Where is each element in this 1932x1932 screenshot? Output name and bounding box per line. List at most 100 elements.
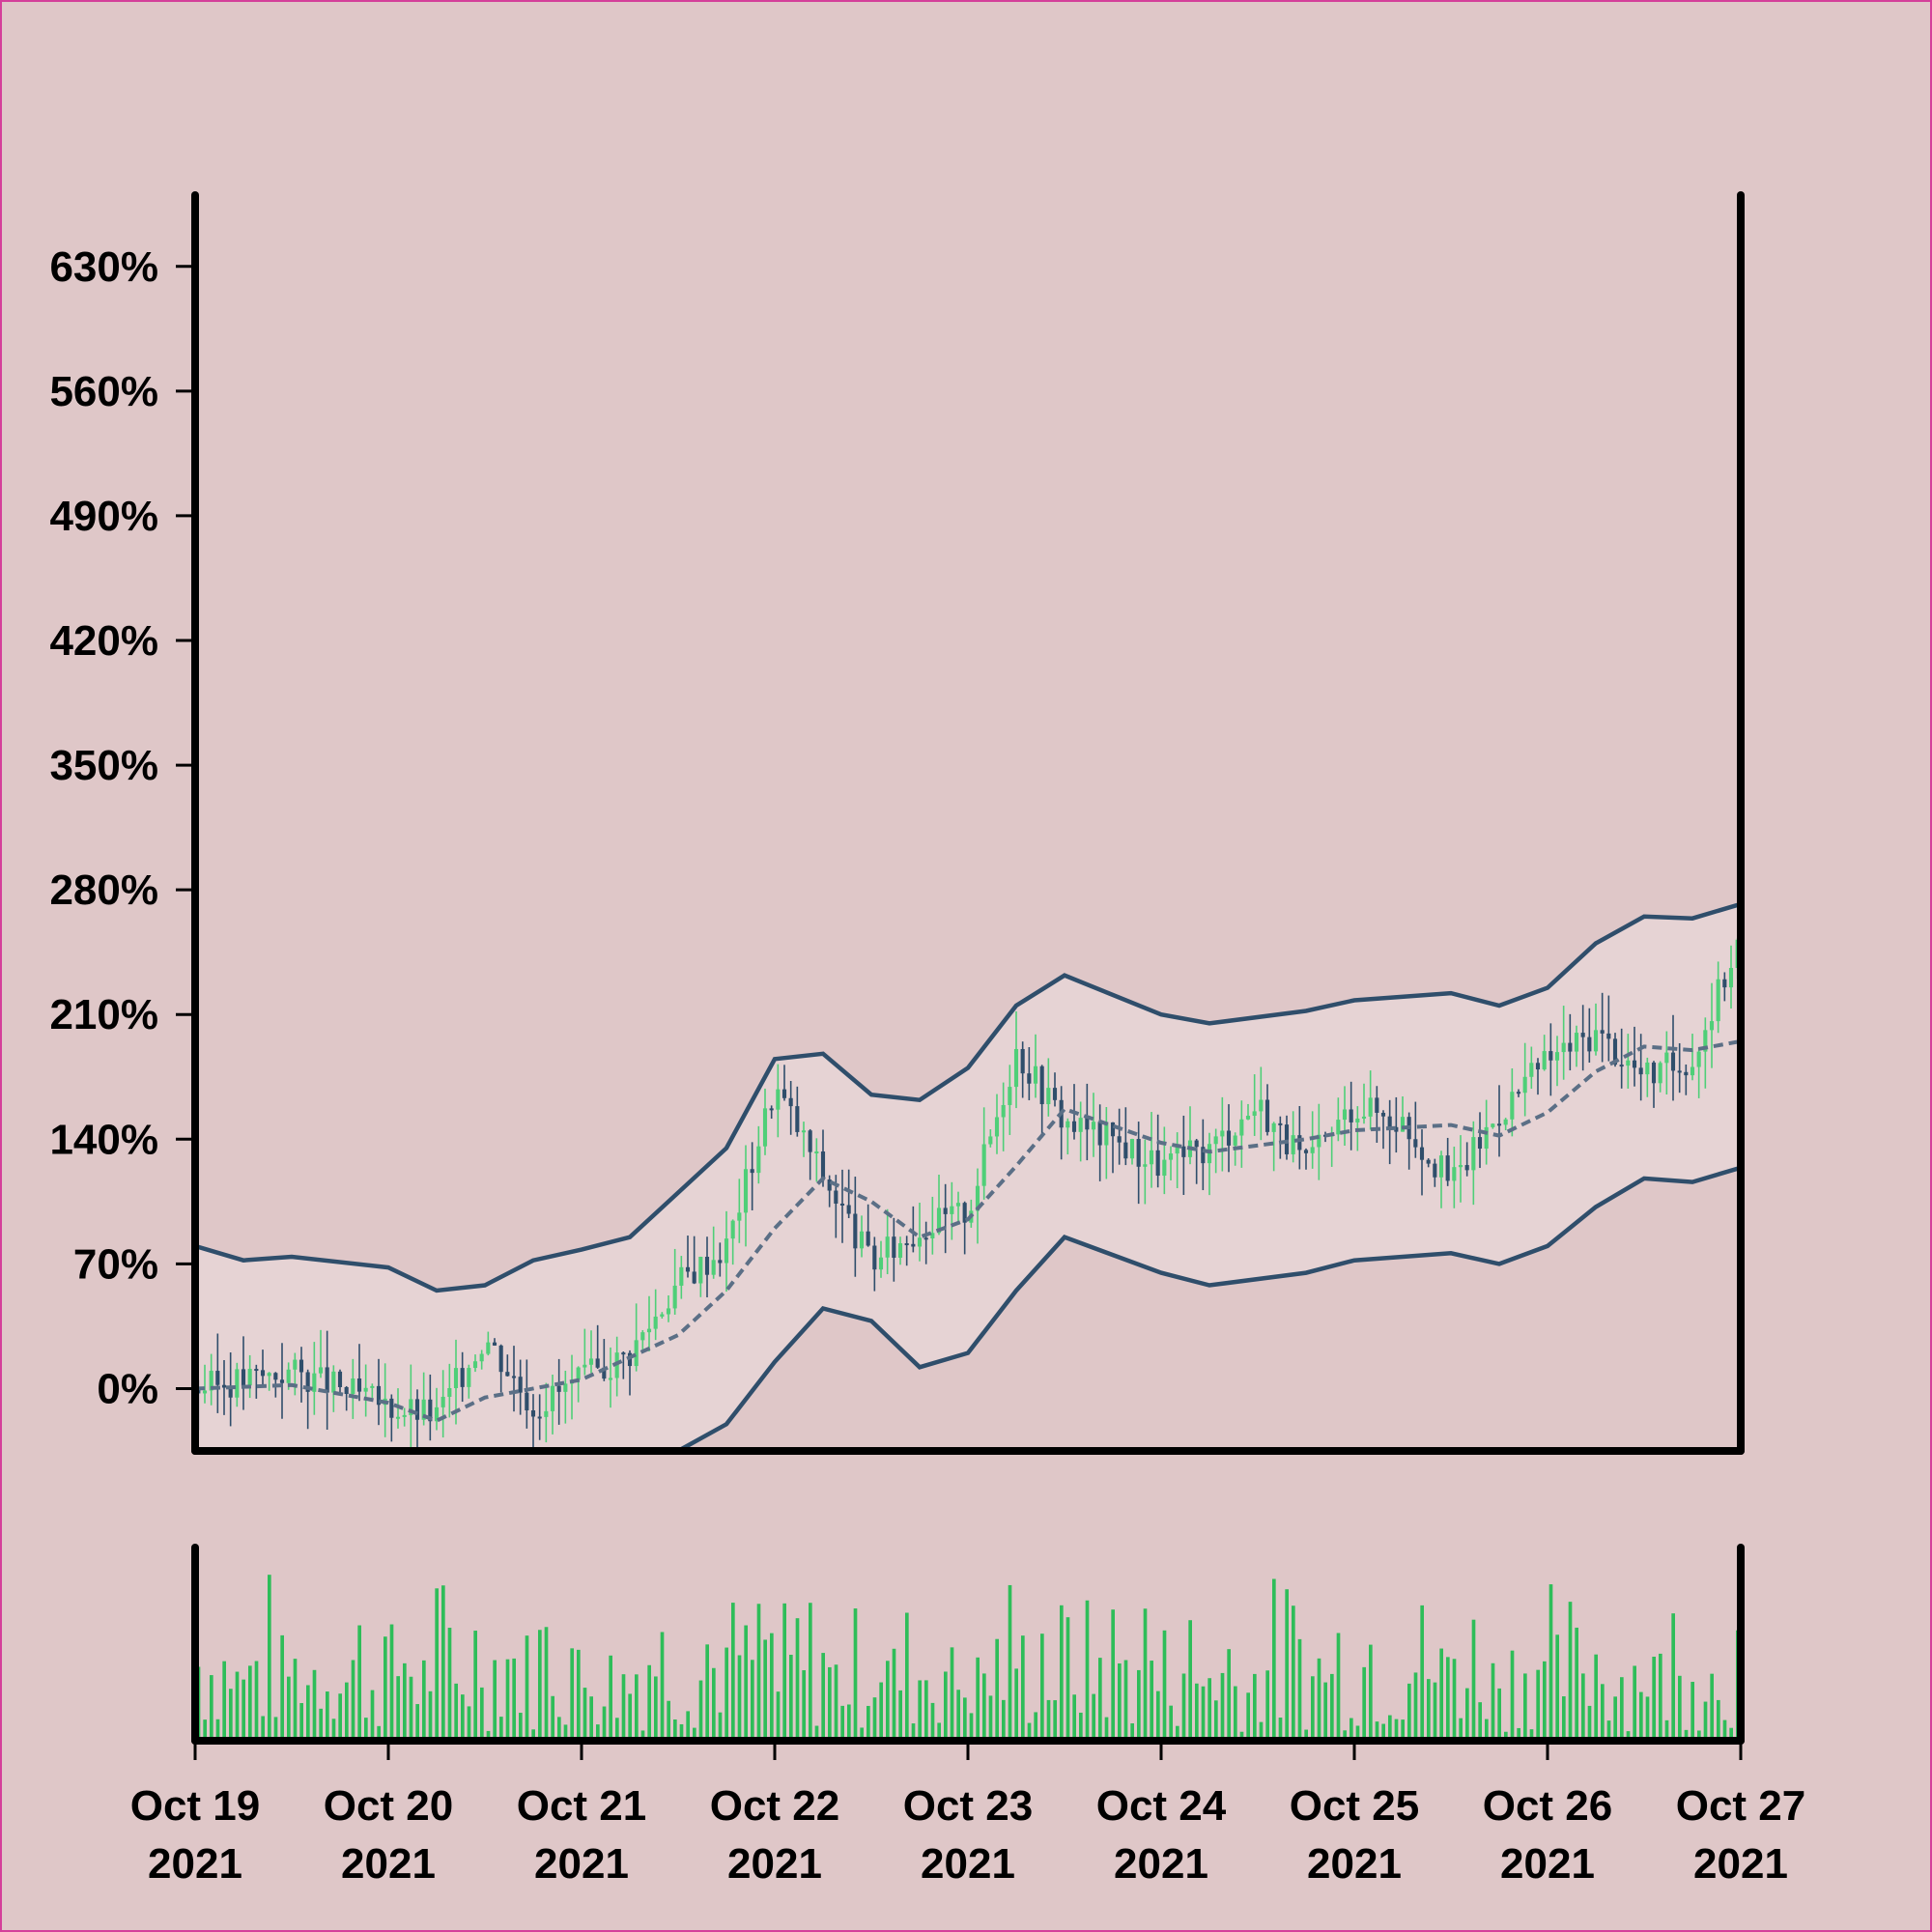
volume-bar xyxy=(235,1671,240,1741)
volume-bar xyxy=(319,1708,323,1741)
candle-up xyxy=(936,1208,942,1234)
candle-up xyxy=(730,1220,735,1239)
candle-up xyxy=(1291,1135,1295,1154)
candle-up xyxy=(588,1358,594,1365)
candle-up xyxy=(743,1169,749,1213)
candle-up xyxy=(897,1243,903,1258)
volume-bar xyxy=(1065,1617,1070,1741)
candle-down xyxy=(1516,1092,1521,1094)
candle-up xyxy=(563,1383,568,1392)
candle-up xyxy=(801,1130,807,1133)
candle-up xyxy=(1491,1123,1495,1127)
candle-up xyxy=(1696,1051,1701,1067)
volume-bar xyxy=(512,1658,516,1741)
candle-up xyxy=(1252,1111,1257,1117)
candle-down xyxy=(1226,1130,1232,1146)
candle-down xyxy=(254,1369,259,1372)
candle-up xyxy=(814,1151,819,1154)
candle-down xyxy=(344,1386,349,1394)
volume-bar xyxy=(1446,1657,1450,1741)
volume-bar xyxy=(763,1639,767,1741)
volume-bar xyxy=(1304,1729,1308,1741)
candle-down xyxy=(872,1245,877,1270)
candle-down xyxy=(260,1370,266,1377)
volume-bar xyxy=(1407,1683,1411,1741)
candle-up xyxy=(467,1368,471,1387)
candle-down xyxy=(1606,1033,1611,1039)
volume-bar xyxy=(415,1704,419,1741)
volume-bar xyxy=(357,1625,361,1741)
candle-up xyxy=(1484,1126,1489,1150)
candle-down xyxy=(1433,1163,1437,1178)
candle-up xyxy=(1259,1099,1264,1112)
candle-up xyxy=(917,1237,923,1247)
candle-down xyxy=(718,1260,723,1264)
volume-bar xyxy=(1613,1696,1617,1741)
volume-bar xyxy=(698,1680,703,1741)
candle-up xyxy=(1149,1150,1154,1165)
volume-bar xyxy=(969,1713,974,1741)
candle-down xyxy=(1123,1142,1128,1159)
volume-bar xyxy=(1118,1662,1122,1741)
volume-bar xyxy=(892,1648,896,1741)
candle-down xyxy=(808,1130,812,1152)
candle-up xyxy=(1400,1117,1406,1132)
volume-bar xyxy=(976,1657,980,1741)
volume-bar xyxy=(886,1661,890,1741)
volume-bar xyxy=(428,1690,433,1741)
candle-up xyxy=(1645,1062,1650,1075)
x-tick-label-month-day: Oct 24 xyxy=(1096,1782,1227,1830)
volume-bar xyxy=(306,1685,310,1741)
volume-bar xyxy=(1652,1657,1656,1741)
candle-up xyxy=(1529,1063,1534,1077)
volume-bar xyxy=(248,1665,252,1741)
volume-bar xyxy=(1098,1658,1102,1741)
x-tick-label-year: 2021 xyxy=(534,1840,629,1888)
volume-bar xyxy=(396,1676,400,1741)
volume-bar xyxy=(693,1727,696,1741)
candle-up xyxy=(370,1385,375,1388)
volume-bar xyxy=(1253,1673,1257,1741)
candle-down xyxy=(1194,1140,1199,1148)
volume-bar xyxy=(930,1702,935,1741)
candle-down xyxy=(428,1399,433,1422)
candle-down xyxy=(685,1266,691,1272)
candle-down xyxy=(1297,1135,1302,1151)
candle-down xyxy=(241,1369,246,1386)
volume-bar xyxy=(737,1655,742,1741)
candle-down xyxy=(827,1179,832,1191)
y-tick-label: 140% xyxy=(49,1116,158,1163)
volume-bar xyxy=(1433,1682,1437,1741)
volume-bar xyxy=(1381,1723,1385,1741)
candle-down xyxy=(1568,1042,1573,1052)
volume-bar xyxy=(712,1667,716,1741)
volume-bar xyxy=(1188,1620,1192,1741)
x-tick-label-month-day: Oct 26 xyxy=(1483,1782,1613,1830)
candle-down xyxy=(1394,1126,1399,1132)
volume-bar xyxy=(673,1719,677,1741)
volume-bar xyxy=(261,1716,265,1741)
candle-up xyxy=(267,1373,271,1377)
volume-bar xyxy=(544,1627,549,1741)
volume-bar xyxy=(1111,1609,1115,1741)
volume-bar xyxy=(782,1603,786,1741)
volume-bar xyxy=(867,1705,870,1741)
candle-up xyxy=(859,1231,865,1249)
candle-down xyxy=(525,1392,529,1411)
volume-bar xyxy=(1330,1673,1334,1741)
volume-bar xyxy=(422,1660,426,1741)
candle-up xyxy=(634,1340,639,1367)
volume-bar xyxy=(615,1718,619,1741)
volume-bar xyxy=(963,1697,967,1741)
volume-bar xyxy=(628,1693,632,1741)
x-tick-label-month-day: Oct 22 xyxy=(710,1782,840,1830)
volume-bar xyxy=(280,1634,284,1741)
volume-bar xyxy=(1626,1731,1631,1741)
candle-down xyxy=(325,1367,329,1393)
volume-bar xyxy=(1343,1730,1347,1741)
axes: 0% 70% 140% 210% 280% 350% 420% 490% 560% 630% Oct… xyxy=(49,191,1805,1888)
volume-bar xyxy=(1594,1654,1598,1741)
candle-up xyxy=(486,1342,491,1354)
volume-bar xyxy=(493,1660,497,1741)
volume-bar xyxy=(273,1717,278,1741)
